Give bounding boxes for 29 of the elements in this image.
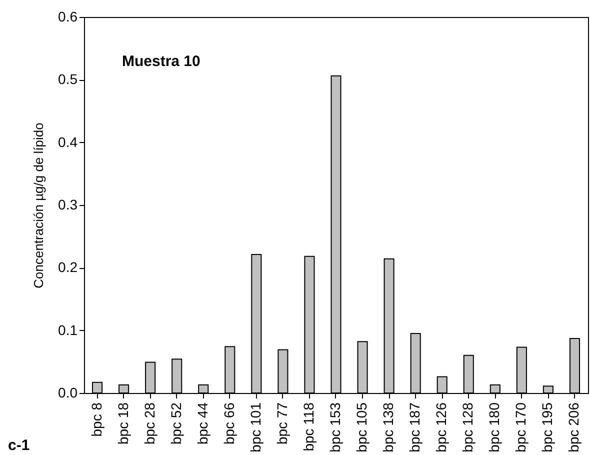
y-tick-label: 0.0 bbox=[58, 384, 78, 400]
x-tick-label: bpc 66 bbox=[220, 402, 237, 445]
text: c-1 bbox=[8, 437, 30, 454]
x-tick-label: bpc 77 bbox=[274, 402, 290, 445]
x-tick-label: bpc 118 bbox=[300, 402, 316, 452]
y-tick-label: 0.2 bbox=[58, 259, 78, 276]
x-tick-label: bpc 52 bbox=[168, 402, 184, 445]
x-tick-label: bpc 105 bbox=[354, 402, 370, 452]
x-tick-label: bpc 180 bbox=[486, 402, 502, 452]
x-tick-label: bpc 8 bbox=[88, 402, 104, 437]
annotation: Muestra 10 bbox=[122, 53, 200, 70]
y-axis-title: Concentración µg/g de lípido bbox=[31, 122, 46, 288]
x-tick-label: bpc 187 bbox=[406, 402, 423, 452]
y-tick-label: 0.1 bbox=[58, 322, 78, 338]
y-tick-label: 0.3 bbox=[58, 196, 78, 212]
x-tick-label: bpc 18 bbox=[114, 402, 131, 445]
x-tick-label: bpc 195 bbox=[539, 402, 556, 452]
x-tick-label: bpc 138 bbox=[380, 402, 396, 452]
y-tick-label: 0.6 bbox=[58, 8, 78, 24]
y-tick-label: 0.5 bbox=[58, 71, 78, 88]
x-tick-label: bpc 128 bbox=[460, 402, 476, 452]
x-tick-label: bpc 126 bbox=[433, 402, 450, 452]
x-tick-label: bpc 206 bbox=[566, 402, 582, 452]
x-tick-label: bpc 101 bbox=[247, 402, 264, 452]
x-tick-label: bpc 153 bbox=[327, 402, 343, 452]
x-tick-label: bpc 44 bbox=[194, 402, 210, 445]
x-tick-label: bpc 28 bbox=[141, 402, 158, 445]
y-tick-label: 0.4 bbox=[58, 134, 78, 150]
x-tick-label: bpc 170 bbox=[512, 402, 529, 452]
